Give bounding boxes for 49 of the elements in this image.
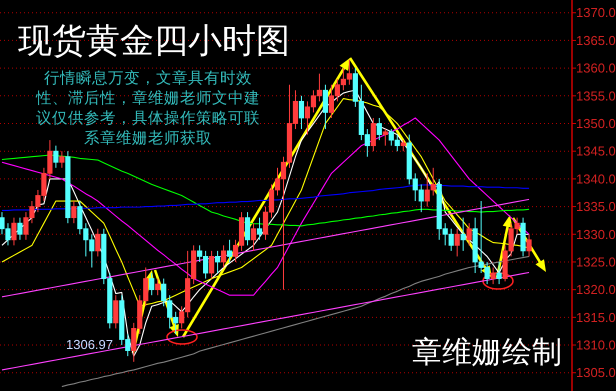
y-tick-label: 1345.0: [576, 144, 616, 159]
candlestick: [215, 250, 220, 274]
line-series: [1, 198, 530, 298]
candlestick: [526, 234, 532, 257]
y-tick-label: 1330.0: [576, 226, 616, 242]
text: 现货黄金四小时图: [18, 21, 290, 61]
y-tick-label: 1355.0: [576, 88, 616, 104]
y-tick-label: 1340.0: [576, 171, 616, 186]
candlestick: [256, 217, 262, 240]
candlestick: [490, 266, 496, 285]
candlestick: [226, 239, 232, 262]
candlestick: [250, 222, 256, 252]
candlestick: [59, 150, 64, 168]
candlestick: [17, 217, 23, 240]
candlestick: [244, 212, 250, 246]
candlestick: [322, 84, 328, 130]
candlestick: [454, 228, 460, 257]
y-tick-label: 1320.0: [576, 282, 616, 298]
y-tick-label: 1325.0: [576, 254, 616, 270]
candlestick: [113, 294, 118, 329]
candlestick: [400, 140, 406, 152]
line-series: [1, 272, 530, 370]
candlestick: [53, 145, 58, 168]
candlestick: [370, 117, 376, 152]
candlestick: [298, 95, 304, 130]
candlestick: [460, 217, 466, 252]
y-tick-label: 1310.0: [576, 338, 616, 353]
candlestick: [95, 228, 100, 257]
y-tick-label: 1305.0: [576, 365, 616, 380]
y-tick-label: 1315.0: [576, 310, 616, 325]
annotation: 章维姗绘制: [412, 335, 562, 370]
candlestick: [209, 250, 214, 280]
candlestick: [382, 128, 388, 146]
annotation: 1306.97: [66, 337, 113, 352]
candlestick: [11, 217, 17, 246]
y-tick-label: 1350.0: [576, 116, 616, 132]
y-tick-label: 1365.0: [576, 32, 616, 48]
line-series: [61, 256, 530, 388]
candlestick: [149, 272, 154, 296]
candlestick: [496, 261, 502, 285]
y-tick-label: 1335.0: [576, 199, 616, 214]
text: 行情瞬息万变，文章具有时效性、滞后性，章维姗老师文中建议仅供参考，具体操作策略可联系章维姗老师获取: [35, 69, 260, 147]
y-tick-label: 1370.0: [576, 5, 616, 20]
candlestick: [220, 244, 226, 268]
y-tick-label: 1360.0: [576, 60, 616, 76]
candlestick: [376, 117, 382, 141]
candlestick: [155, 278, 160, 296]
candlestick: [466, 222, 472, 246]
candlestick: [71, 200, 76, 224]
